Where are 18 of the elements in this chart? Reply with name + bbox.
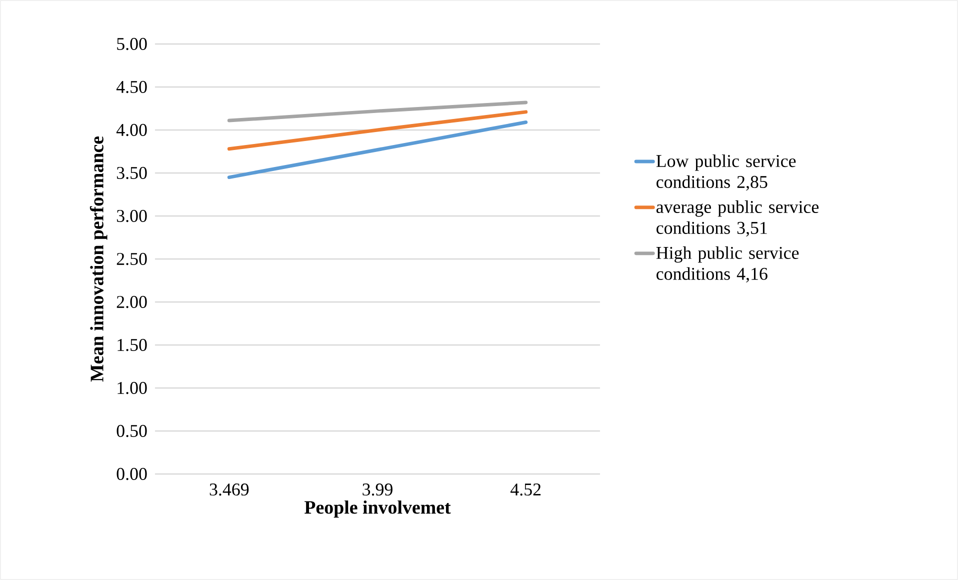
y-tick-label: 1.00 [118,382,147,394]
y-tick-label: 0.50 [116,424,147,438]
y-tick-label: 4.50 [116,80,147,94]
y-tick-label: 2.50 [116,252,147,266]
y-tick-label: 4.00 [116,124,147,136]
y-tick-label: 3.00 [116,210,147,222]
y-tick-label: 2.00 [116,296,147,308]
x-tick-label: 3.469 [210,484,249,496]
y-tick-label: 1.50 [118,338,147,352]
y-tick-label: 5.00 [117,38,147,50]
x-tick-label: 4.52 [510,484,541,496]
x-axis-title: People involvemet [304,500,451,518]
x-tick-label: 3.99 [362,484,392,496]
y-axis-title: Mean innovation performance [90,136,108,382]
y-tick-label: 3.50 [116,166,147,180]
legend-label: High public service conditions 4,16 [656,246,799,282]
legend-label: average public service conditions 3,51 [656,200,819,237]
y-tick-label: 0.00 [116,468,147,480]
